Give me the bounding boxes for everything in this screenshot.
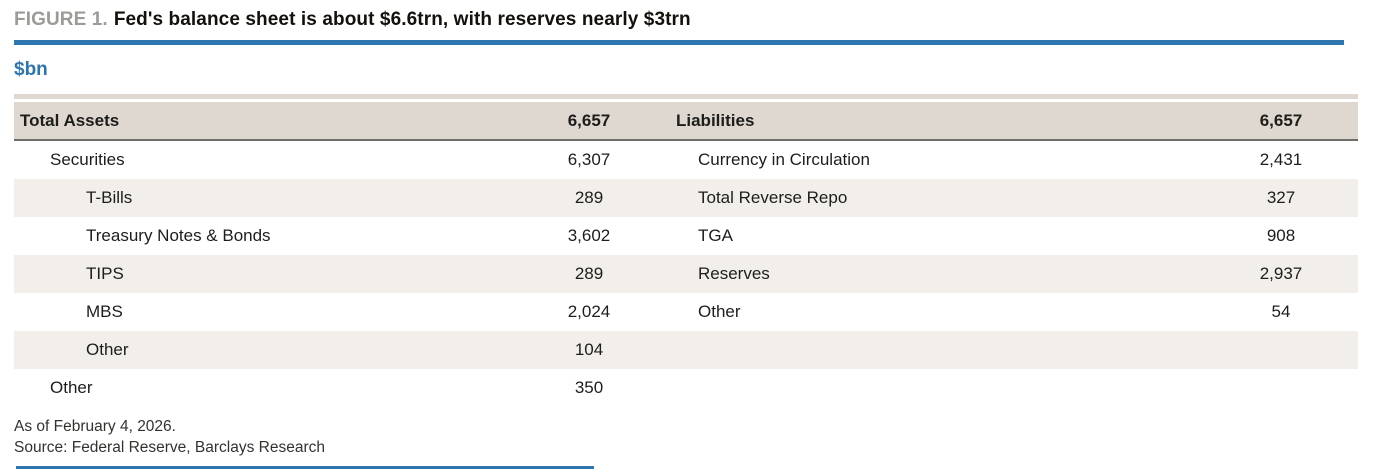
- row-asset-label: Securities: [50, 150, 125, 169]
- row-asset-value: 2,024: [567, 302, 611, 321]
- table-row: T-Bills 289 Total Reverse Repo 327: [14, 179, 1358, 217]
- row-liability-value: 2,937: [1259, 264, 1303, 283]
- table-row: TIPS 289 Reserves 2,937: [14, 255, 1358, 293]
- row-asset-label: Other: [86, 340, 129, 359]
- balance-sheet-table: Total Assets 6,657 Liabilities 6,657 Sec…: [14, 94, 1358, 407]
- table-row: Securities 6,307 Currency in Circulation…: [14, 141, 1358, 179]
- table-header-row: Total Assets 6,657 Liabilities 6,657: [14, 102, 1358, 141]
- row-liability-value: 2,431: [1259, 150, 1303, 169]
- figure-title: FIGURE 1. Fed's balance sheet is about $6…: [14, 8, 1364, 32]
- row-asset-value: 6,307: [567, 150, 611, 169]
- table-row: Other 350: [14, 369, 1358, 407]
- as-of-note: As of February 4, 2026.: [14, 418, 176, 435]
- liabilities-value: 6,657: [1259, 110, 1303, 130]
- row-asset-label: TIPS: [86, 264, 124, 283]
- liabilities-label: Liabilities: [676, 110, 755, 130]
- footnotes: As of February 4, 2026. Source: Federal …: [14, 416, 1364, 458]
- figure-heading: Fed's balance sheet is about $6.6trn, wi…: [113, 9, 691, 30]
- row-liability-label: Reserves: [698, 264, 770, 283]
- row-asset-label: T-Bills: [86, 188, 133, 207]
- table-row: Treasury Notes & Bonds 3,602 TGA 908: [14, 217, 1358, 255]
- total-assets-value: 6,657: [567, 110, 611, 130]
- top-divider-rule: [14, 40, 1344, 45]
- row-asset-label: Other: [50, 378, 93, 397]
- row-asset-label: Treasury Notes & Bonds: [86, 226, 271, 245]
- row-liability-label: TGA: [698, 226, 733, 245]
- figure-number-label: FIGURE 1.: [14, 9, 108, 30]
- row-liability-label: Total Reverse Repo: [698, 188, 848, 207]
- row-liability-value: 327: [1266, 188, 1296, 207]
- row-liability-label: Currency in Circulation: [698, 150, 870, 169]
- units-label: $bn: [14, 59, 48, 80]
- row-asset-value: 104: [574, 340, 604, 359]
- bottom-divider-rule: [16, 466, 594, 469]
- table-row: MBS 2,024 Other 54: [14, 293, 1358, 331]
- row-asset-value: 289: [574, 188, 604, 207]
- source-note: Source: Federal Reserve, Barclays Resear…: [14, 439, 325, 456]
- table-header-strip: [14, 94, 1358, 99]
- row-liability-value: 54: [1271, 302, 1291, 321]
- row-asset-label: MBS: [86, 302, 123, 321]
- total-assets-label: Total Assets: [20, 110, 120, 130]
- row-asset-value: 289: [574, 264, 604, 283]
- table-row: Other 104: [14, 331, 1358, 369]
- row-liability-label: Other: [698, 302, 741, 321]
- row-asset-value: 350: [574, 378, 604, 397]
- row-asset-value: 3,602: [567, 226, 611, 245]
- row-liability-value: 908: [1266, 226, 1296, 245]
